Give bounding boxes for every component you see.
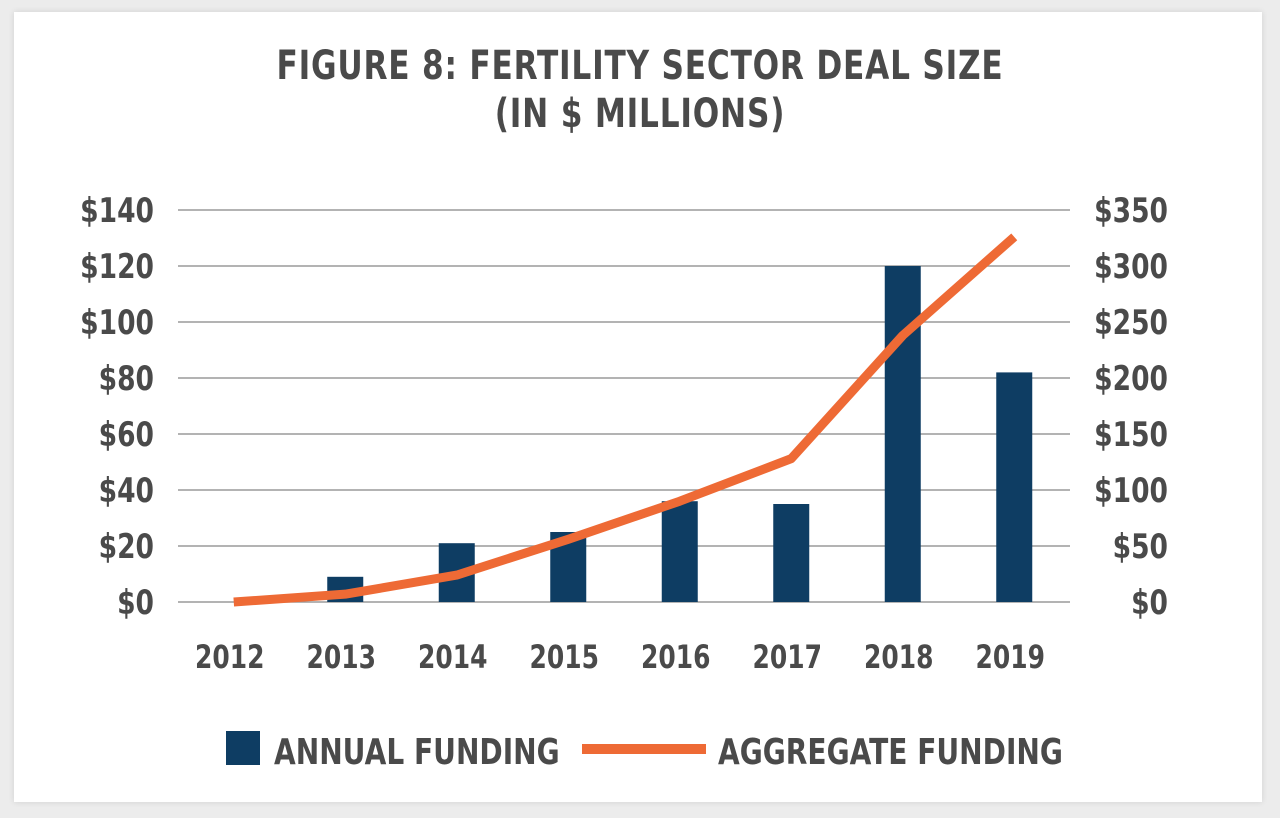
legend-label-aggregate-funding: AGGREGATE FUNDING	[718, 731, 1063, 773]
line-layer	[233, 233, 1018, 607]
bar-2018	[884, 266, 921, 602]
right-axis-ticks: $0 $50 $100 $150 $200 $250 $300 $350	[1094, 192, 1168, 623]
left-tick-label: $100	[80, 304, 154, 343]
x-tick-label: 2013	[307, 638, 376, 676]
right-tick-label: $100	[1094, 472, 1168, 511]
right-tick-label: $150	[1094, 416, 1168, 455]
left-axis-ticks: $0 $20 $40 $60 $80 $100 $120 $140	[80, 192, 154, 623]
left-tick-label: $40	[99, 472, 154, 511]
x-tick-label: 2019	[976, 638, 1045, 676]
legend-label-annual-funding: ANNUAL FUNDING	[274, 731, 560, 773]
chart-title-line1: FIGURE 8: FERTILITY SECTOR DEAL SIZE	[276, 43, 1004, 89]
left-tick-label: $60	[99, 416, 154, 455]
x-axis-ticks: 2012 2013 2014 2015 2016 2017 2018 2019	[195, 638, 1045, 676]
x-tick-label: 2012	[195, 638, 264, 676]
x-tick-label: 2017	[753, 638, 822, 676]
chart-card	[14, 12, 1262, 802]
legend-swatch-annual-funding	[226, 731, 260, 765]
bars-layer	[327, 266, 1033, 602]
legend: ANNUAL FUNDING AGGREGATE FUNDING	[226, 731, 1063, 773]
x-tick-label: 2015	[530, 638, 599, 676]
x-tick-label: 2016	[641, 638, 710, 676]
right-tick-label: $300	[1094, 248, 1168, 287]
left-tick-label: $0	[117, 584, 154, 623]
x-tick-label: 2014	[418, 638, 487, 676]
right-tick-label: $200	[1094, 360, 1168, 399]
bar-2017	[773, 504, 810, 602]
grid-lines	[178, 209, 1070, 603]
right-tick-label: $50	[1113, 528, 1168, 567]
x-tick-label: 2018	[864, 638, 933, 676]
bar-2016	[661, 501, 698, 602]
chart-title-line2: (IN $ MILLIONS)	[494, 91, 786, 137]
right-tick-label: $0	[1131, 584, 1168, 623]
left-tick-label: $140	[80, 192, 154, 231]
left-tick-label: $120	[80, 248, 154, 287]
left-tick-label: $20	[99, 528, 154, 567]
right-tick-label: $250	[1094, 304, 1168, 343]
bar-2019	[996, 372, 1033, 602]
left-tick-label: $80	[99, 360, 154, 399]
aggregate-funding-line	[233, 233, 1018, 607]
right-tick-label: $350	[1094, 192, 1168, 231]
